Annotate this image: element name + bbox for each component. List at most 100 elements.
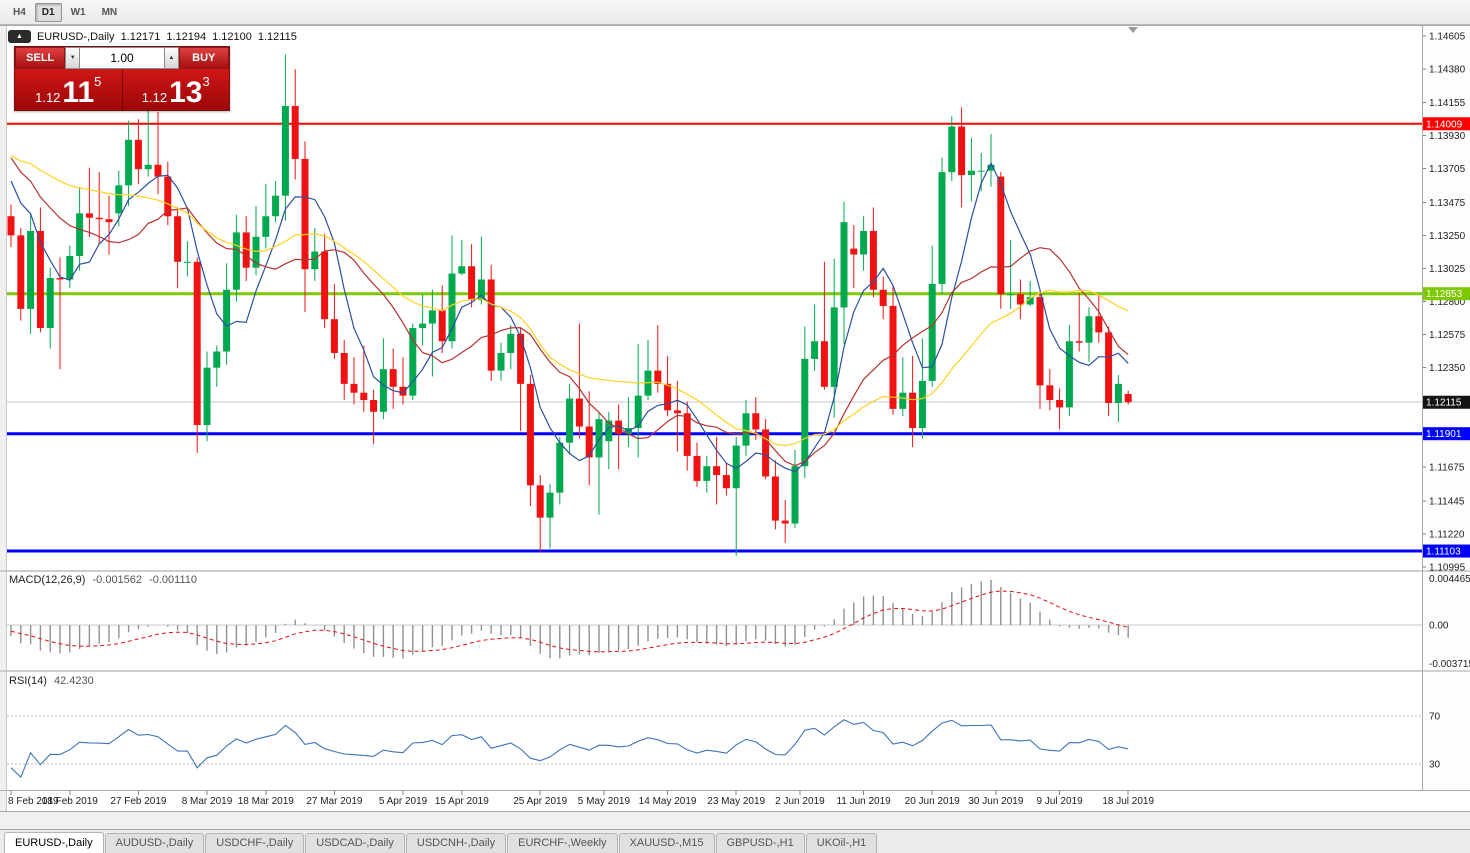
ma-line-6: [10, 161, 1129, 473]
date-axis-area: [7, 791, 1470, 811]
one-click-collapse-button[interactable]: ▲: [8, 30, 31, 43]
triangle-up-icon: ▲: [16, 33, 23, 40]
sell-price-prefix: 1.12: [35, 90, 61, 105]
buy-price-pips: 13: [169, 76, 203, 109]
chart-tab-audusd-daily[interactable]: AUDUSD-,Daily: [104, 833, 205, 853]
chart-tab-xauusd-m15[interactable]: XAUUSD-,M15: [618, 833, 715, 853]
price-level-label: [1423, 427, 1470, 441]
buy-price-fraction: 3: [202, 74, 210, 89]
one-click-trading-panel: SELL ▼ ▲ BUY 1.12 11 5 1.12 13 3: [14, 46, 230, 111]
price-pane[interactable]: [7, 26, 1422, 570]
rsi-level-label: 70: [1429, 712, 1441, 723]
buy-price-prefix: 1.12: [141, 90, 168, 105]
ohlc-close: 1.12115: [257, 30, 297, 43]
rsi-name: RSI(14): [9, 675, 47, 687]
macd-signal-line: [10, 590, 1129, 653]
date-label: 27 Feb 2019: [110, 796, 167, 807]
timeframe-button-d1[interactable]: D1: [34, 2, 62, 22]
ma-line-13: [10, 157, 1129, 467]
rsi-indicator-label: RSI(14) 42.4230: [9, 675, 94, 687]
price-tick-label: 1.13025: [1429, 264, 1466, 275]
macd-name: MACD(12,26,9): [9, 574, 86, 586]
sell-price-display[interactable]: 1.12 11 5: [15, 69, 122, 110]
sell-price-fraction: 5: [94, 74, 102, 89]
sell-button[interactable]: SELL: [15, 47, 66, 69]
date-label: 2 Jun 2019: [775, 796, 825, 807]
candles-layer: [7, 54, 1132, 556]
chart-shift-marker[interactable]: [1128, 27, 1138, 33]
date-label: 20 Jun 2019: [905, 796, 960, 807]
date-label: 18 Jul 2019: [1102, 796, 1154, 807]
chart-tab-bar: EURUSD-,Daily AUDUSD-,Daily USDCHF-,Daily U…: [0, 829, 1470, 853]
price-tick-label: 1.13250: [1429, 231, 1466, 242]
price-tick-label: 1.12575: [1429, 330, 1466, 341]
price-level-label-text: 1.14009: [1426, 119, 1463, 130]
timeframe-button-mn[interactable]: MN: [101, 6, 118, 18]
ohlc-low: 1.12100: [212, 30, 252, 43]
price-level-label: [1423, 544, 1470, 558]
date-label: 11 Jun 2019: [836, 796, 891, 807]
date-label: 9 Jul 2019: [1037, 796, 1084, 807]
date-label: 30 Jun 2019: [968, 796, 1023, 807]
chart-tab-ukoil-h1[interactable]: UKOil-,H1: [805, 833, 878, 853]
macd-axis-label: 0.004465: [1429, 574, 1470, 585]
timeframe-button-w1[interactable]: W1: [70, 6, 86, 18]
price-tick-label: 1.13930: [1429, 131, 1466, 142]
price-level-label-text: 1.12853: [1426, 289, 1463, 300]
price-tick-label: 1.11220: [1429, 529, 1465, 540]
date-label: 18 Feb 2019: [42, 796, 99, 807]
price-tick-label: 1.13475: [1429, 198, 1466, 209]
date-label: 5 Apr 2019: [379, 796, 428, 807]
chart-canvas[interactable]: 1.14605 1.14380 1.14155 1.13930 1.13705 1.134…: [0, 0, 1470, 812]
timeframe-toolbar: H4 D1 W1 MN: [0, 0, 1470, 25]
triangle-down-icon: ▼: [69, 55, 76, 61]
timeframe-button-h4[interactable]: H4: [13, 6, 26, 18]
price-tick-label: 1.13705: [1429, 164, 1466, 175]
ohlc-high: 1.12194: [166, 30, 207, 43]
price-tick-label: 1.12800: [1429, 297, 1466, 308]
buy-price-display[interactable]: 1.12 13 3: [121, 69, 230, 110]
date-label: 25 Apr 2019: [513, 796, 567, 807]
chart-tab-usdcnh-daily[interactable]: USDCNH-,Daily: [405, 833, 507, 853]
price-tick-label: 1.10995: [1429, 562, 1466, 573]
chart-tab-usdchf-daily[interactable]: USDCHF-,Daily: [205, 833, 305, 853]
chart-symbol-period: EURUSD-,Daily: [36, 30, 115, 43]
macd-main-value: -0.001562: [92, 574, 143, 586]
triangle-up-icon: ▲: [168, 55, 175, 61]
chart-ohlc-header: ▲ EURUSD-,Daily 1.12171 1.12194 1.12100 …: [8, 30, 297, 43]
bid-price-label-text: 1.12115: [1426, 398, 1462, 409]
trade-prices-row: 1.12 11 5 1.12 13 3: [15, 69, 229, 110]
price-level-label: [1423, 117, 1470, 131]
price-level-label-text: 1.11901: [1426, 429, 1462, 440]
macd-axis-label: 0.00: [1429, 621, 1449, 632]
date-label: 8 Mar 2019: [182, 796, 233, 807]
date-label: 23 May 2019: [707, 796, 765, 807]
date-label: 8 Feb 2019: [8, 796, 59, 807]
price-tick-label: 1.14155: [1429, 98, 1466, 109]
buy-button[interactable]: BUY: [178, 47, 229, 69]
price-level-label-text: 1.11103: [1426, 547, 1461, 558]
macd-histogram: [10, 580, 1129, 659]
rsi-pane[interactable]: [7, 672, 1422, 790]
price-tick-label: 1.11445: [1429, 496, 1465, 507]
chart-tab-eurchf-weekly[interactable]: EURCHF-,Weekly: [507, 833, 618, 853]
chart-tab-gbpusd-h1[interactable]: GBPUSD-,H1: [715, 833, 805, 853]
trade-controls-row: SELL ▼ ▲ BUY: [15, 47, 229, 69]
volume-decrease-button[interactable]: ▼: [65, 47, 80, 69]
price-level-label: [1423, 287, 1470, 301]
moving-averages-layer: [10, 155, 1129, 473]
volume-increase-button[interactable]: ▲: [164, 47, 179, 69]
date-label: 5 May 2019: [578, 796, 631, 807]
date-label: 15 Apr 2019: [435, 796, 489, 807]
volume-input[interactable]: [80, 47, 164, 69]
rsi-line: [10, 719, 1129, 779]
rsi-level-label: 30: [1429, 760, 1441, 771]
bid-price-label: [1423, 395, 1470, 409]
macd-pane[interactable]: [7, 572, 1422, 670]
chart-tab-eurusd-daily[interactable]: EURUSD-,Daily: [4, 832, 104, 853]
price-tick-label: 1.14605: [1429, 32, 1466, 43]
chart-tab-usdcad-daily[interactable]: USDCAD-,Daily: [305, 833, 405, 853]
date-label: 14 May 2019: [639, 796, 697, 807]
date-label: 18 Mar 2019: [238, 796, 295, 807]
price-tick-label: 1.14380: [1429, 65, 1466, 76]
